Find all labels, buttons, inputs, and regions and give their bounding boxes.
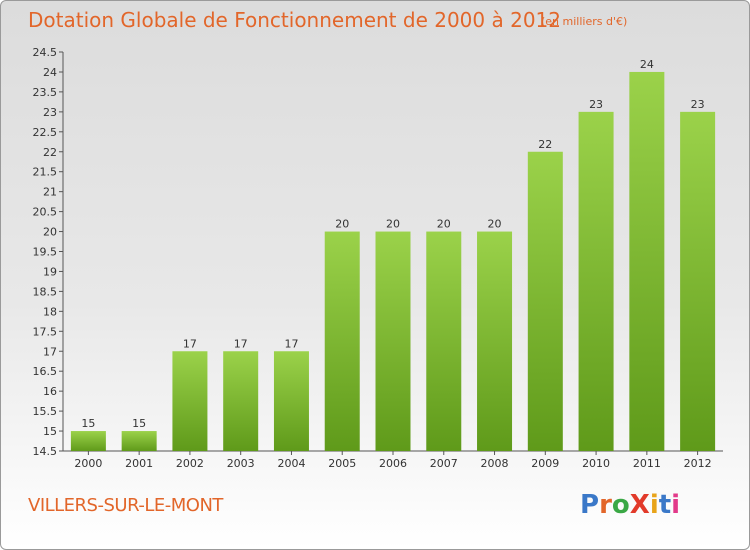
x-tick-label: 2000 — [74, 457, 102, 470]
y-tick-label: 20.5 — [33, 206, 58, 219]
y-tick-label: 22.5 — [33, 126, 58, 139]
y-tick-label: 21.5 — [33, 166, 58, 179]
x-tick-label: 2003 — [227, 457, 255, 470]
x-tick-label: 2005 — [328, 457, 356, 470]
bar-2001 — [121, 431, 157, 451]
bar-value-label: 23 — [589, 98, 603, 111]
y-tick-label: 17 — [43, 345, 57, 358]
y-tick-label: 24.5 — [33, 46, 58, 59]
chart-title: Dotation Globale de Fonctionnement de 20… — [28, 8, 561, 32]
logo-letter: P — [580, 490, 600, 520]
bar-value-label: 17 — [234, 337, 248, 350]
y-tick-label: 16 — [43, 385, 57, 398]
bar-value-label: 20 — [437, 218, 451, 231]
bar-2000 — [70, 431, 106, 451]
y-tick-label: 18.5 — [33, 285, 58, 298]
y-tick-label: 22 — [43, 146, 57, 159]
x-tick-label: 2002 — [176, 457, 204, 470]
x-tick-label: 2006 — [379, 457, 407, 470]
x-tick-label: 2008 — [481, 457, 509, 470]
y-tick-label: 15.5 — [33, 405, 58, 418]
bar-value-label: 15 — [81, 417, 95, 430]
bar-2002 — [172, 351, 208, 451]
x-tick-label: 2010 — [582, 457, 610, 470]
bar-value-label: 20 — [335, 218, 349, 231]
bar-2010 — [578, 111, 614, 451]
bar-2003 — [223, 351, 259, 451]
bar-2006 — [375, 231, 411, 451]
bar-2007 — [426, 231, 462, 451]
y-tick-label: 16.5 — [33, 365, 58, 378]
proxiti-logo: ProXiti — [580, 490, 680, 520]
bar-2011 — [629, 71, 665, 451]
bar-2005 — [324, 231, 360, 451]
bar-value-label: 22 — [538, 138, 552, 151]
y-tick-label: 19.5 — [33, 246, 58, 259]
y-tick-label: 15 — [43, 425, 57, 438]
y-tick-label: 23.5 — [33, 86, 58, 99]
bar-2012 — [680, 111, 716, 451]
y-tick-label: 23 — [43, 106, 57, 119]
bar-value-label: 20 — [488, 218, 502, 231]
bar-value-label: 17 — [284, 337, 298, 350]
commune-name: VILLERS-SUR-LE-MONT — [28, 495, 223, 516]
y-tick-label: 19 — [43, 265, 57, 278]
x-tick-label: 2011 — [633, 457, 661, 470]
y-tick-label: 24 — [43, 66, 57, 79]
logo-letter: i — [649, 490, 659, 520]
bar-value-label: 20 — [386, 218, 400, 231]
y-tick-label: 17.5 — [33, 325, 58, 338]
bar-value-label: 15 — [132, 417, 146, 430]
chart-bars — [70, 71, 716, 451]
chart-labels: 14.5 15 15.5 16 16.5 17 17.5 18 18.5 19 19.5 20 20.5… — [33, 46, 712, 470]
x-tick-label: 2009 — [531, 457, 559, 470]
logo-letter: X — [629, 490, 650, 520]
bar-2009 — [527, 151, 563, 451]
bar-2004 — [273, 351, 309, 451]
y-tick-label: 20 — [43, 226, 57, 239]
logo-letter: i — [671, 490, 681, 520]
y-tick-label: 14.5 — [33, 445, 58, 458]
chart-unit: (en milliers d'€) — [541, 15, 628, 28]
y-tick-label: 18 — [43, 305, 57, 318]
logo-letter: r — [599, 490, 612, 520]
x-tick-label: 2012 — [684, 457, 712, 470]
bar-2008 — [477, 231, 513, 451]
logo-letter: o — [611, 490, 630, 520]
logo-letter: t — [658, 490, 672, 520]
bar-value-label: 17 — [183, 337, 197, 350]
bar-value-label: 24 — [640, 58, 654, 71]
y-tick-label: 21 — [43, 186, 57, 199]
bar-value-label: 23 — [691, 98, 705, 111]
x-tick-label: 2001 — [125, 457, 153, 470]
x-tick-label: 2004 — [277, 457, 305, 470]
x-tick-label: 2007 — [430, 457, 458, 470]
